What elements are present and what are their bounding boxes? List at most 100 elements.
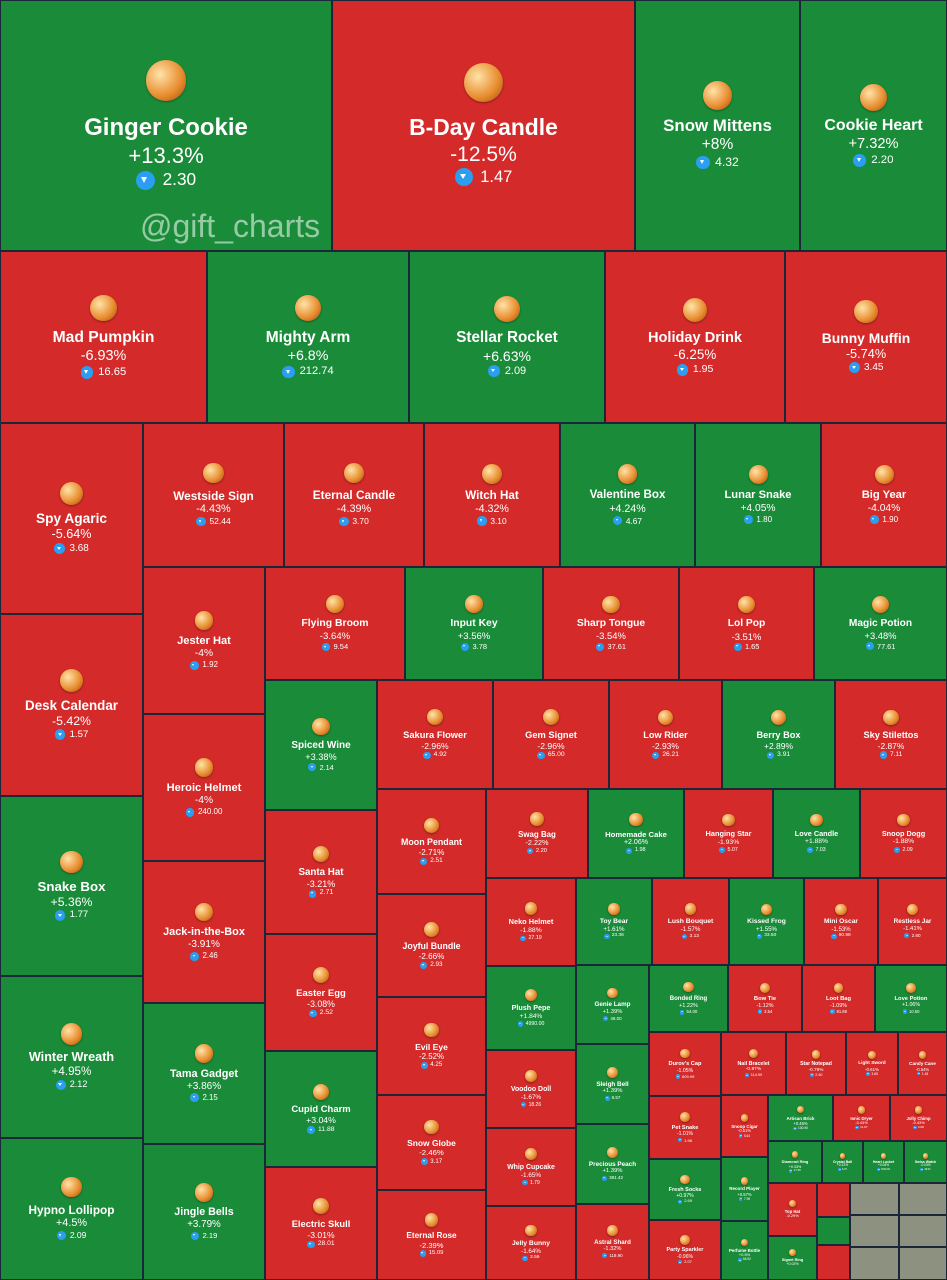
ton-icon <box>853 153 867 167</box>
price: 100.90 <box>798 1126 808 1131</box>
ton-icon <box>866 1072 870 1076</box>
price-change: +0.12% <box>836 1163 848 1168</box>
price-row: 37.61 <box>596 642 626 651</box>
tile-deco <box>817 1245 850 1280</box>
gift-name: Snow Globe <box>407 1138 456 1149</box>
gift-icon <box>740 1176 749 1185</box>
gift-icon <box>770 709 787 726</box>
price: 7.03 <box>815 846 826 853</box>
price-change: +8% <box>701 136 734 154</box>
ton-icon <box>681 933 688 940</box>
price-row: 11.67 <box>855 1125 868 1130</box>
price: 381.42 <box>609 1175 623 1181</box>
gift-name: Easter Egg <box>296 987 346 999</box>
ton-icon <box>738 1197 743 1201</box>
price-row: 7.03 <box>807 846 826 854</box>
price-row: 5.07 <box>719 847 738 854</box>
price-change: -0.87% <box>745 1067 762 1073</box>
price-change: +1.39% <box>602 1088 623 1095</box>
price-row: 609.99 <box>675 1074 695 1080</box>
gift-name: Swiss Watch <box>914 1160 937 1165</box>
gift-icon <box>60 669 83 693</box>
tile: Fresh Socks +0.97% 2.69 <box>649 1159 721 1220</box>
gift-name: Voodoo Doll <box>510 1085 552 1093</box>
gift-icon <box>194 902 214 922</box>
gift-name: Sakura Flower <box>403 729 467 740</box>
ton-icon <box>308 889 317 898</box>
gift-icon <box>525 1070 537 1083</box>
gift-icon <box>145 60 187 101</box>
ton-icon <box>527 848 534 855</box>
gift-name: Artisan Brick <box>786 1115 815 1121</box>
tile: Love Candle +1.88% 7.03 <box>773 789 860 878</box>
gift-icon <box>796 1105 805 1114</box>
tile: Voodoo Doll -1.67% 18.26 <box>486 1050 576 1128</box>
ton-icon <box>677 1137 683 1143</box>
price-change: -2.39% <box>419 1240 444 1250</box>
price: 2.80 <box>911 932 921 938</box>
price-change: -3.91% <box>188 939 220 951</box>
price-row: 9.54 <box>321 642 348 651</box>
ton-icon <box>855 1125 859 1130</box>
gift-icon <box>748 465 768 485</box>
price: 18.26 <box>528 1101 542 1108</box>
price-change: -2.93% <box>652 740 679 751</box>
tile: Mini Oscar -1.53% 90.98 <box>804 878 878 965</box>
tile: Ginger Cookie +13.3% 2.30 <box>0 0 332 251</box>
tile: Lush Bouquet -1.57% 3.13 <box>652 878 729 965</box>
gift-name: Neko Helmet <box>508 917 554 927</box>
ton-icon <box>307 1126 315 1134</box>
gift-icon <box>312 967 330 984</box>
gift-icon <box>194 610 214 630</box>
price: 23.36 <box>611 933 624 939</box>
price: 2.71 <box>319 889 334 897</box>
price-change: -4.32% <box>475 502 509 515</box>
price-change: -5.74% <box>845 346 887 362</box>
gift-name: Desk Calendar <box>25 697 118 713</box>
gift-icon <box>203 463 224 484</box>
gift-icon <box>811 1049 821 1059</box>
ton-icon <box>190 1231 200 1240</box>
gift-icon <box>789 1249 796 1256</box>
price-row: 52.44 <box>196 516 231 527</box>
price: 27.19 <box>528 935 542 942</box>
price-row: 3.13 <box>681 933 699 940</box>
tile: Valentine Box +4.24% 4.67 <box>560 423 695 567</box>
gift-name: Diamond Ring <box>781 1159 809 1165</box>
gift-name: Lol Pop <box>727 618 766 630</box>
ton-icon <box>602 1253 608 1259</box>
tile: Whip Cupcake -1.65% 1.79 <box>486 1128 576 1206</box>
price: 3.70 <box>352 516 369 527</box>
tile: Cookie Heart +7.32% 2.20 <box>800 0 947 251</box>
price: 609.99 <box>681 1074 695 1080</box>
price-change: +6.63% <box>483 347 531 364</box>
price: 114.99 <box>750 1072 763 1077</box>
gift-icon <box>482 463 502 484</box>
gift-icon <box>737 595 756 614</box>
price-row: 2.15 <box>190 1093 218 1103</box>
tile: Artisan Brick +0.46% 100.90 <box>768 1095 833 1141</box>
price: 52.44 <box>209 516 231 527</box>
gift-name: Loot Bag <box>825 995 852 1002</box>
price-row: 1.98 <box>677 1137 692 1143</box>
tile: Westside Sign -4.43% 52.44 <box>143 423 284 567</box>
ton-icon <box>596 642 605 651</box>
gift-name: Ginger Cookie <box>84 114 248 142</box>
tile: Perfume Bottle +0.5% 66.92 <box>721 1221 768 1280</box>
gift-icon <box>859 83 888 111</box>
ton-icon <box>696 155 710 170</box>
gift-icon <box>312 845 330 863</box>
price-change: -2.46% <box>419 1148 444 1158</box>
price: 91.88 <box>836 1008 847 1014</box>
gift-name: Top Hat <box>784 1209 801 1215</box>
price: 3.68 <box>69 542 89 554</box>
gift-name: Astral Shard <box>594 1238 631 1246</box>
gift-icon <box>760 903 773 915</box>
price-row: 1.45 <box>916 1072 928 1076</box>
price-change: +13.3% <box>128 142 204 168</box>
price: 1.57 <box>69 728 89 740</box>
price-row: 114.99 <box>744 1072 763 1078</box>
tile: Easter Egg -3.08% 2.52 <box>265 934 377 1051</box>
price-change: -4% <box>194 794 214 806</box>
tile: Jelly Bunny -1.64% 3.59 <box>486 1206 576 1280</box>
